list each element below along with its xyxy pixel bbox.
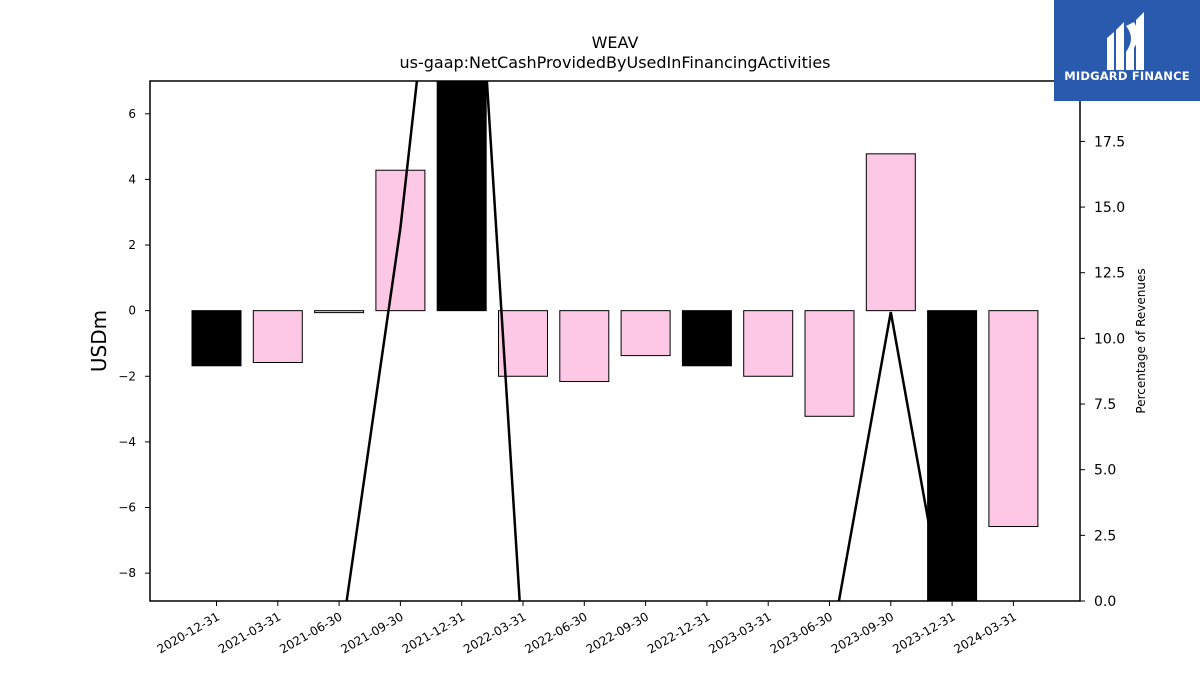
bar-2022-03-31 <box>498 310 548 377</box>
y2-tick-label: 2.5 <box>1094 528 1116 544</box>
y-axis-left: −8 −6 −4 −2 0 2 4 6 <box>118 107 150 580</box>
x-tick-label: 2022-06-30 <box>522 609 589 656</box>
x-tick-label: 2022-09-30 <box>584 609 651 656</box>
bar-2021-06-30 <box>314 310 365 314</box>
bar-2022-09-30 <box>620 310 671 357</box>
bar-2023-03-31 <box>743 310 794 377</box>
y-tick-label: −8 <box>118 566 136 580</box>
y2-tick-label: 12.5 <box>1094 266 1125 282</box>
y2-axis-label: Percentage of Revenues <box>1134 268 1148 413</box>
x-tick-label: 2022-03-31 <box>461 609 528 656</box>
y-tick-label: 6 <box>128 107 136 121</box>
brand-logo: MIDGARD FINANCE <box>1054 0 1200 101</box>
x-tick-label: 2020-12-31 <box>155 609 222 656</box>
y2-tick-label: 7.5 <box>1094 397 1116 413</box>
x-tick-label: 2022-12-31 <box>645 609 712 656</box>
bar-2023-12-31 <box>927 310 978 601</box>
bar-2023-09-30 <box>865 153 916 312</box>
bar-2024-03-31 <box>988 310 1039 528</box>
y-tick-label: −6 <box>118 500 136 514</box>
line-segment-1 <box>837 311 944 601</box>
x-tick-label: 2021-03-31 <box>216 609 283 656</box>
logo-text: MIDGARD FINANCE <box>1064 69 1190 83</box>
plot-frame <box>149 80 1081 602</box>
bar-2023-06-30 <box>804 310 855 417</box>
y2-tick-label: 15.0 <box>1094 200 1125 216</box>
y-tick-label: 4 <box>128 172 136 186</box>
chart-title: WEAV <box>592 33 639 52</box>
x-tick-label: 2021-09-30 <box>338 609 405 656</box>
x-tick-label: 2023-06-30 <box>768 609 835 656</box>
x-axis: 2020-12-312021-03-312021-06-302021-09-30… <box>155 601 1019 656</box>
y2-tick-label: 17.5 <box>1094 134 1125 150</box>
y2-tick-label: 0.0 <box>1094 594 1116 610</box>
y2-tick-label: 5.0 <box>1094 463 1116 479</box>
x-tick-label: 2024-03-31 <box>951 609 1018 656</box>
bar-2022-12-31 <box>681 310 732 367</box>
y-axis-label: USDm <box>87 310 111 372</box>
bar-2021-09-30 <box>375 169 426 312</box>
y-tick-label: −2 <box>118 369 136 383</box>
x-tick-label: 2023-03-31 <box>706 609 773 656</box>
line-segment-0 <box>345 81 521 601</box>
y-tick-label: −4 <box>118 435 136 449</box>
x-tick-label: 2021-06-30 <box>277 609 344 656</box>
y-axis-right: 0.0 2.5 5.0 7.5 10.0 12.5 15.0 17.5 <box>1080 134 1125 610</box>
x-tick-label: 2023-09-30 <box>829 609 896 656</box>
bar-series <box>191 81 1039 601</box>
bar-2022-06-30 <box>559 310 610 383</box>
bar-2021-03-31 <box>252 310 303 363</box>
bar-2021-12-31 <box>436 81 487 312</box>
chart-subtitle: us-gaap:NetCashProvidedByUsedInFinancing… <box>399 53 830 72</box>
y-tick-label: 0 <box>128 304 136 318</box>
bar-2020-12-31 <box>191 310 242 367</box>
y-tick-label: 2 <box>128 238 136 252</box>
revenue-pct-line <box>345 81 944 601</box>
x-tick-label: 2021-12-31 <box>400 609 467 656</box>
x-tick-label: 2023-12-31 <box>890 609 957 656</box>
y2-tick-label: 10.0 <box>1094 331 1125 347</box>
midgard-logo-icon <box>1107 12 1144 70</box>
